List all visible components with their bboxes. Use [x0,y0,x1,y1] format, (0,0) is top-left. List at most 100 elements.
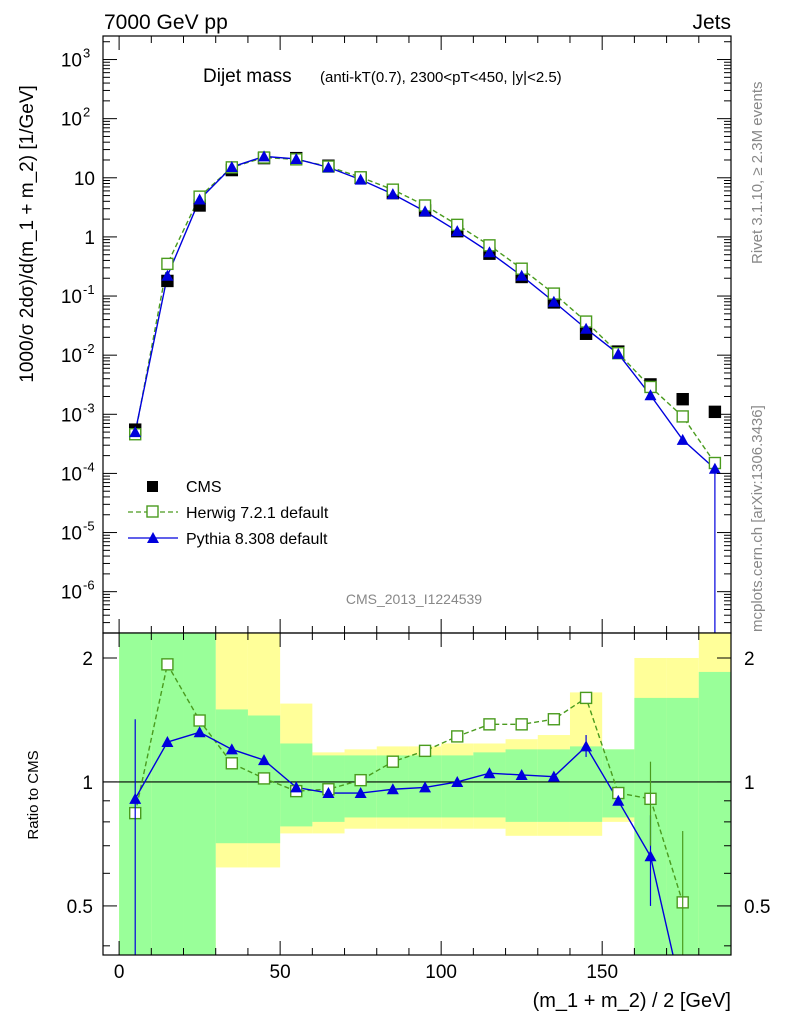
pythia-ratio-point [419,781,432,793]
ratio-y-tick-label: 2 [82,649,93,670]
y-tick-label: 10 [61,287,82,308]
pythia-data-point [676,433,689,445]
chart-title: Dijet mass [203,66,292,87]
stat-band-bin [505,749,538,822]
y-tick-label-exponent: -5 [83,519,95,534]
y-tick-label-exponent: -4 [83,459,95,474]
stat-band-bin [569,746,603,822]
herwig-ratio-point [579,691,593,705]
y-tick-label: 10 [61,583,82,604]
pythia-ratio-point [225,743,238,755]
pythia-data-point [354,173,367,185]
x-axis-label: (m_1 + m_2) / 2 [GeV] [533,990,731,1012]
stat-band-bin [537,749,570,822]
stat-band-bin [151,633,184,955]
pythia-ratio-point [386,783,399,795]
ratio-y-tick-label-right: 0.5 [744,897,770,918]
herwig-ratio-point [483,718,496,731]
legend-label-cms: CMS [186,479,222,496]
herwig-data-point [676,410,689,423]
ratio-panel-marks [103,633,731,956]
pythia-data-point [386,188,399,200]
pythia-ratio-point [193,726,206,738]
herwig-ratio-point [161,658,174,671]
pythia-ratio-line [134,731,674,956]
x-tick-label: 50 [270,962,291,983]
chart-subtitle: (anti-kT(0.7), 2300<pT<450, |y|<2.5) [320,69,562,86]
y-tick-label: 1 [84,228,95,249]
pythia-data-point [515,269,528,281]
x-tick-label: 150 [586,962,618,983]
ratio-y-tick-label: 0.5 [67,897,93,918]
herwig-ratio-point [386,755,400,768]
pythia-ratio-point [515,768,528,780]
y-tick-label: 10 [61,51,82,72]
herwig-ratio-point [354,773,367,787]
pythia-ratio-point [612,794,625,806]
stat-band-bin [215,709,248,844]
ratio-panel-frame [102,632,732,956]
herwig-ratio-point [547,713,561,726]
pythia-data-point [644,389,657,401]
y-tick-label: 10 [61,464,82,485]
pythia-ratio-point [547,770,560,782]
stat-band-bin [473,752,506,818]
herwig-ratio-point [418,744,432,758]
pythia-data-point [161,269,174,281]
pythia-data-point [419,205,432,217]
pythia-ratio-point [322,787,335,799]
herwig-data-point [161,257,174,271]
pythia-data-point [290,152,303,164]
herwig-ratio-point [451,730,464,743]
stat-band-bin [344,755,377,818]
ratio-y-axis-label: Ratio to CMS [25,750,42,839]
y-tick-label: 10 [61,524,82,545]
pythia-ratio-point [451,775,464,787]
pythia-ratio-point [258,754,271,766]
legend: CMS Herwig 7.2.1 default Pythia 8.308 de… [128,479,329,548]
pythia-data-point [193,193,206,205]
y-tick-label: 10 [74,169,95,190]
pythia-data-point [451,225,464,237]
y-axis-label: 1000/σ 2dσ)/d(m_1 + m_2) [1/GeV] [17,85,38,383]
rivet-version-label: Rivet 3.1.10, ≥ 2.3M events [749,82,766,265]
legend-marker-pythia [147,532,159,543]
y-tick-label-exponent: -2 [83,341,95,356]
ratio-y-tick-label-right: 2 [744,649,755,670]
herwig-ratio-point [193,714,206,727]
ratio-y-tick-label: 1 [82,773,93,794]
y-tick-label: 10 [61,405,82,426]
pythia-ratio-point [290,781,303,793]
y-tick-label: 10 [61,110,82,131]
mcplots-label: mcplots.cern.ch [arXiv:1306.3436] [749,405,766,632]
pythia-data-point [129,426,142,438]
stat-band-bin [183,633,216,955]
pythia-ratio-point [483,767,496,779]
main-panel-marks [129,150,722,633]
herwig-ratio-line [134,662,684,903]
pythia-data-point [225,161,238,173]
ratio-panel-axes: 0 50 100 150 0.5 0.5 1 1 2 2 [67,633,770,983]
analysis-watermark: CMS_2013_I1224539 [346,591,482,607]
cms-data-point [708,405,722,419]
pythia-data-point [322,161,335,173]
x-tick-label: 100 [425,962,457,983]
pythia-data-point [483,246,496,258]
pythia-ratio-point [161,736,174,748]
y-tick-label-exponent: -6 [83,578,95,593]
header-left: 7000 GeV pp [104,11,228,34]
stat-band-bin [698,671,731,955]
herwig-ratio-point [257,772,271,785]
herwig-ratio-point [515,718,528,731]
ratio-y-tick-label-right: 1 [744,773,755,794]
pythia-data-point [612,347,625,359]
pythia-data-point [580,322,593,334]
y-tick-label-exponent: 3 [83,46,90,61]
y-tick-label-exponent: -3 [83,400,95,415]
pythia-data-point [708,462,721,474]
pythia-data-point [258,150,271,162]
x-tick-label: 0 [114,962,125,983]
legend-marker-herwig [146,505,159,518]
